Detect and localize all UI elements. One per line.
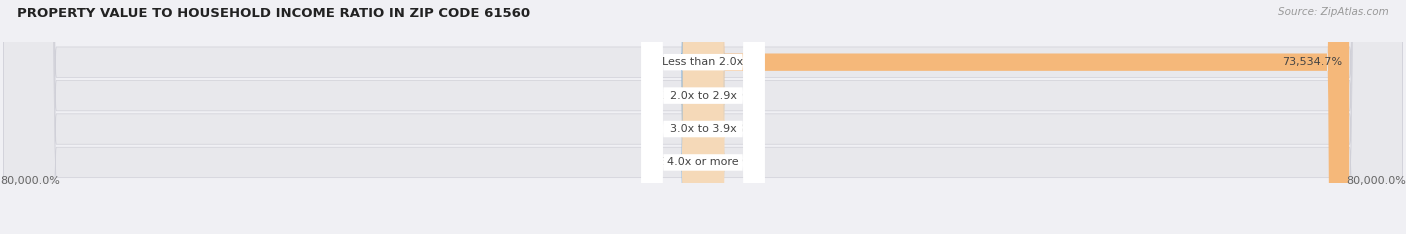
FancyBboxPatch shape — [641, 0, 765, 234]
Text: 39.1%: 39.1% — [659, 57, 695, 67]
FancyBboxPatch shape — [681, 0, 725, 234]
Text: 80,000.0%: 80,000.0% — [0, 176, 60, 186]
Text: 80,000.0%: 80,000.0% — [1346, 176, 1406, 186]
Text: 38.0%: 38.0% — [711, 157, 747, 168]
Text: 24.8%: 24.8% — [711, 91, 747, 101]
Text: 19.3%: 19.3% — [659, 91, 695, 101]
Text: 3.0x to 3.9x: 3.0x to 3.9x — [669, 124, 737, 134]
Text: 0.0%: 0.0% — [666, 124, 695, 134]
FancyBboxPatch shape — [681, 0, 724, 234]
Text: 73,534.7%: 73,534.7% — [1282, 57, 1343, 67]
Text: Less than 2.0x: Less than 2.0x — [662, 57, 744, 67]
Text: Source: ZipAtlas.com: Source: ZipAtlas.com — [1278, 7, 1389, 17]
FancyBboxPatch shape — [681, 0, 724, 234]
FancyBboxPatch shape — [682, 0, 725, 234]
FancyBboxPatch shape — [682, 0, 725, 234]
FancyBboxPatch shape — [641, 0, 765, 234]
FancyBboxPatch shape — [681, 0, 725, 234]
FancyBboxPatch shape — [641, 0, 765, 234]
FancyBboxPatch shape — [703, 0, 1350, 234]
FancyBboxPatch shape — [3, 0, 1403, 234]
FancyBboxPatch shape — [641, 0, 765, 234]
Text: 4.0x or more: 4.0x or more — [668, 157, 738, 168]
Text: 34.8%: 34.8% — [659, 157, 695, 168]
FancyBboxPatch shape — [3, 0, 1403, 234]
Text: PROPERTY VALUE TO HOUSEHOLD INCOME RATIO IN ZIP CODE 61560: PROPERTY VALUE TO HOUSEHOLD INCOME RATIO… — [17, 7, 530, 20]
FancyBboxPatch shape — [3, 0, 1403, 234]
Text: 2.0x to 2.9x: 2.0x to 2.9x — [669, 91, 737, 101]
FancyBboxPatch shape — [3, 0, 1403, 234]
Text: 16.5%: 16.5% — [711, 124, 747, 134]
